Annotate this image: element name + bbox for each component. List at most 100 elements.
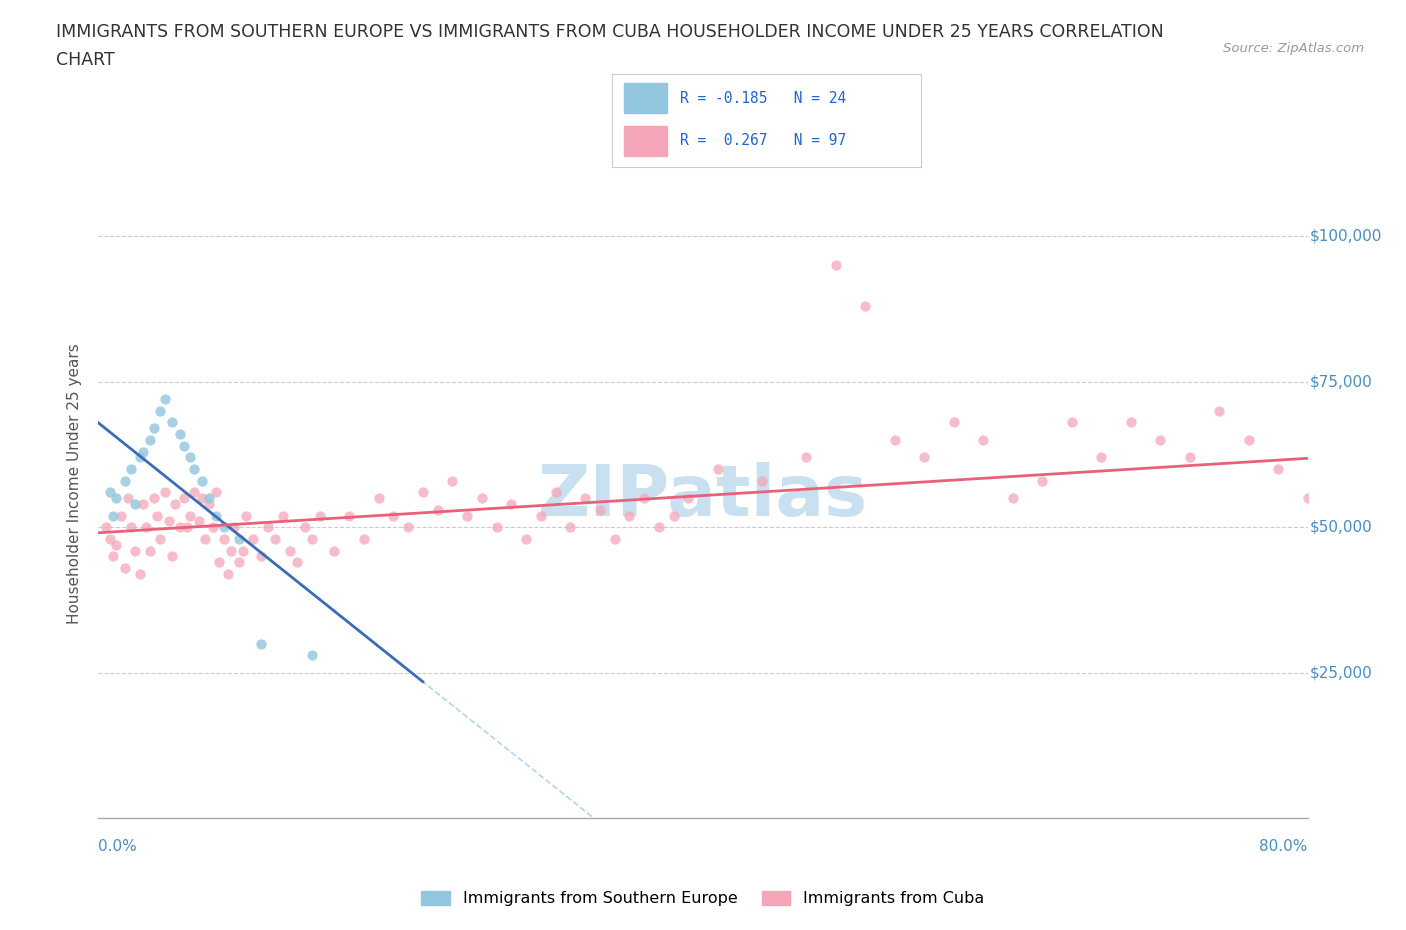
Point [183,485,205,499]
Point [208,555,231,570]
Point [242,531,264,546]
Point [301,531,323,546]
Point [264,531,287,546]
Point [972,432,994,447]
Point [501,497,523,512]
Point [530,508,553,523]
Point [98,531,121,546]
Point [1031,473,1053,488]
Point [153,392,176,406]
Point [287,555,309,570]
Point [249,549,271,564]
Text: ZIPatlas: ZIPatlas [538,462,868,531]
Point [169,520,191,535]
Point [183,461,205,476]
Point [101,508,124,523]
Text: $50,000: $50,000 [1310,520,1372,535]
Point [232,543,254,558]
Text: 80.0%: 80.0% [1260,839,1308,854]
Point [198,491,221,506]
Point [228,531,250,546]
Point [179,508,201,523]
Point [544,485,567,499]
Point [353,531,375,546]
Point [257,520,280,535]
Point [294,520,316,535]
Bar [624,126,668,156]
Point [222,520,245,535]
Point [179,450,201,465]
Point [1208,404,1230,418]
Point [323,543,346,558]
Text: CHART: CHART [56,51,115,69]
Point [1119,415,1142,430]
Point [190,491,212,506]
Point [165,497,187,512]
Point [367,491,389,506]
Point [589,502,612,517]
Point [853,299,876,313]
Point [619,508,641,523]
Point [382,508,405,523]
Point [128,566,150,581]
Point [187,514,209,529]
Point [135,520,157,535]
Point [157,514,180,529]
Point [1355,636,1378,651]
Point [212,531,235,546]
Point [139,543,162,558]
Point [235,508,257,523]
Y-axis label: Householder Income Under 25 years: Householder Income Under 25 years [67,343,83,624]
Point [1237,432,1260,447]
Point [194,531,217,546]
Point [117,491,139,506]
Point [249,636,271,651]
Point [114,473,136,488]
Point [603,531,626,546]
Point [308,508,330,523]
Point [648,520,671,535]
Point [794,450,817,465]
Point [1001,491,1024,506]
Text: $75,000: $75,000 [1310,374,1372,389]
Point [337,508,360,523]
Point [912,450,935,465]
Point [824,258,846,272]
Point [143,421,166,436]
Point [412,485,434,499]
Point [124,497,146,512]
Point [574,491,596,506]
Point [883,432,905,447]
Point [110,508,132,523]
Text: Source: ZipAtlas.com: Source: ZipAtlas.com [1223,42,1364,55]
Point [1326,531,1348,546]
Point [228,555,250,570]
Point [942,415,965,430]
Point [94,520,117,535]
Point [149,404,172,418]
Point [160,415,183,430]
Point [173,491,195,506]
Point [1090,450,1112,465]
Point [706,461,728,476]
Point [120,520,142,535]
Point [131,445,153,459]
Point [190,473,212,488]
Text: R = -0.185   N = 24: R = -0.185 N = 24 [679,90,846,106]
Point [1178,450,1201,465]
Point [101,549,124,564]
Point [128,450,150,465]
Point [120,461,142,476]
Point [301,648,323,663]
Point [114,561,136,576]
Text: IMMIGRANTS FROM SOUTHERN EUROPE VS IMMIGRANTS FROM CUBA HOUSEHOLDER INCOME UNDER: IMMIGRANTS FROM SOUTHERN EUROPE VS IMMIG… [56,23,1164,41]
Point [1296,491,1319,506]
Point [149,531,172,546]
Point [146,508,169,523]
Legend: Immigrants from Southern Europe, Immigrants from Cuba: Immigrants from Southern Europe, Immigra… [415,884,991,912]
Point [751,473,773,488]
Text: $100,000: $100,000 [1310,229,1382,244]
Point [160,549,183,564]
Point [176,520,198,535]
Text: 0.0%: 0.0% [98,839,138,854]
